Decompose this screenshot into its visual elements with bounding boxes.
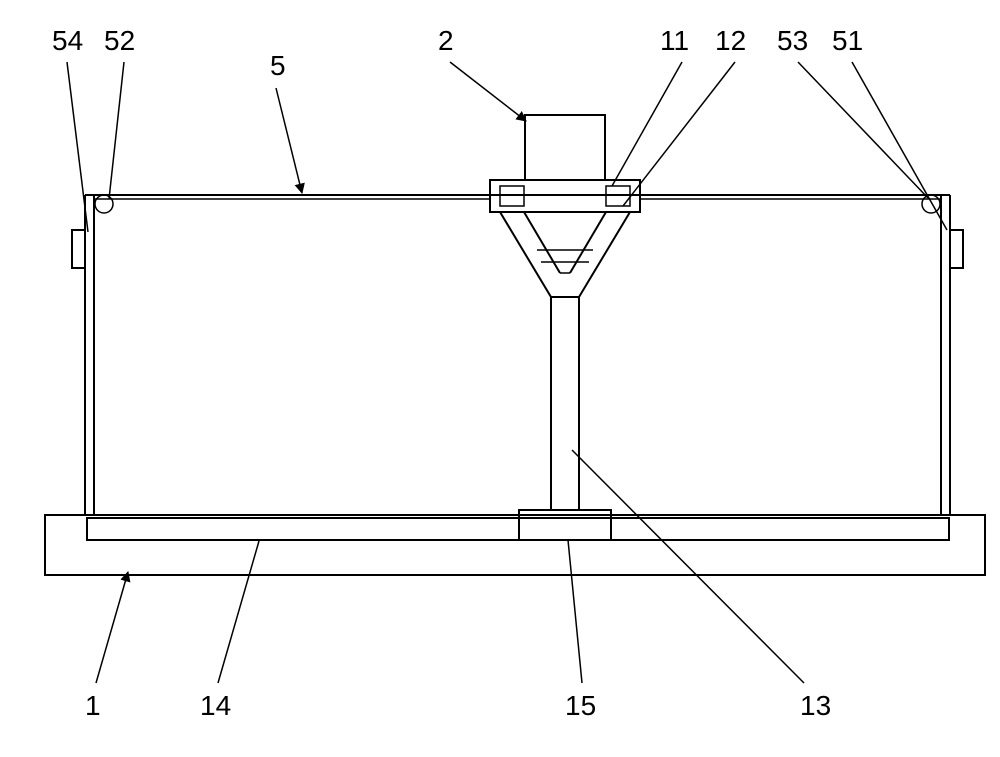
leader-line <box>109 62 124 199</box>
part-label: 15 <box>565 690 596 721</box>
part-label: 1 <box>85 690 101 721</box>
leader-line <box>96 572 128 683</box>
part-label: 2 <box>438 25 454 56</box>
left-pulley <box>95 195 113 213</box>
leader-line <box>67 62 88 232</box>
part-label: 14 <box>200 690 231 721</box>
leader-line <box>276 88 302 193</box>
part-label: 52 <box>104 25 135 56</box>
top-cap <box>525 115 605 180</box>
leader-line <box>450 62 526 121</box>
technical-diagram: 545252111253511141513 <box>0 0 1000 757</box>
leader-line <box>568 540 582 683</box>
part-label: 13 <box>800 690 831 721</box>
leader-line <box>218 541 259 683</box>
right-pulley <box>922 195 940 213</box>
part-label: 12 <box>715 25 746 56</box>
center-column <box>551 297 579 510</box>
part-label: 53 <box>777 25 808 56</box>
part-label: 54 <box>52 25 83 56</box>
base-plate <box>45 515 985 575</box>
part-label: 51 <box>832 25 863 56</box>
leader-line <box>852 62 947 230</box>
right-tab <box>950 230 963 268</box>
left-tab <box>72 230 85 268</box>
leader-line <box>572 450 804 683</box>
part-label: 11 <box>660 25 689 56</box>
part-label: 5 <box>270 50 286 81</box>
leader-line <box>623 62 735 206</box>
leader-line <box>612 62 682 186</box>
